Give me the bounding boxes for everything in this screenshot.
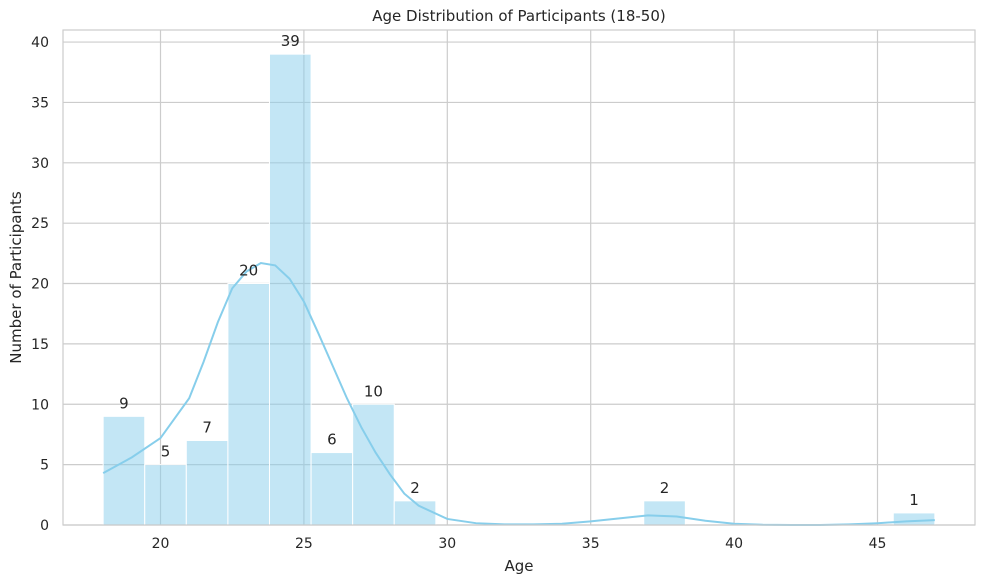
bar-value-label: 1 [909,491,919,509]
chart-title: Age Distribution of Participants (18-50) [372,7,665,25]
y-tick-label: 10 [31,397,49,413]
y-tick-label: 20 [31,277,49,293]
y-axis-ticks: 0 5 10 15 20 25 30 35 40 [31,35,49,534]
y-tick-label: 35 [31,95,49,111]
x-tick-label: 20 [152,536,170,552]
x-tick-label: 30 [438,536,456,552]
y-tick-label: 30 [31,156,49,172]
x-tick-label: 40 [725,536,743,552]
bars [102,53,936,526]
histogram-bar [185,439,229,526]
grid-lines [63,30,975,526]
y-tick-label: 5 [40,458,49,474]
bar-value-label: 6 [327,431,337,449]
histogram-bar [268,53,312,526]
x-tick-label: 35 [582,536,600,552]
y-tick-label: 15 [31,337,49,353]
histogram-bar [144,464,187,526]
bar-value-label: 39 [281,32,300,50]
plot-frame [62,29,976,526]
bar-value-label: 2 [660,479,670,497]
histogram-bar [310,452,354,526]
bar-labels: 9 5 7 20 39 6 10 2 2 1 [119,32,919,509]
x-axis-title: Age [504,557,533,575]
histogram-bar [227,283,270,526]
histogram-bar [102,415,146,526]
x-tick-label: 45 [869,536,887,552]
bar-value-label: 9 [119,394,129,412]
histogram-bar [393,500,437,526]
bar-value-label: 5 [161,443,171,461]
x-axis-ticks: 20 25 30 35 40 45 [152,536,887,552]
y-tick-label: 0 [40,518,49,534]
y-tick-label: 40 [31,35,49,51]
histogram-bar [643,500,686,526]
bar-value-label: 20 [239,262,258,280]
x-tick-label: 25 [295,536,313,552]
bar-value-label: 10 [364,382,383,400]
histogram-bar [892,512,936,526]
bar-value-label: 2 [410,479,420,497]
y-tick-label: 25 [31,216,49,232]
y-axis-title: Number of Participants [7,191,25,364]
bar-value-label: 7 [202,418,212,436]
